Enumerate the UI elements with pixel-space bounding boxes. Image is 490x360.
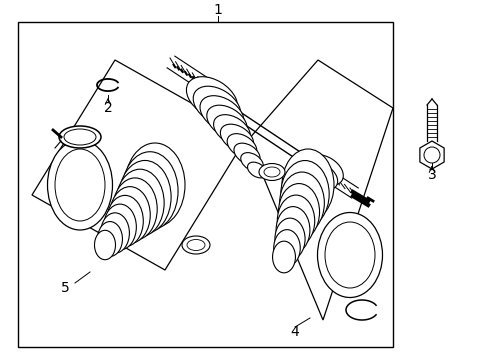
Ellipse shape <box>259 163 285 180</box>
Ellipse shape <box>113 178 157 240</box>
Ellipse shape <box>295 192 315 208</box>
Ellipse shape <box>220 124 254 152</box>
Ellipse shape <box>116 169 164 237</box>
Ellipse shape <box>122 152 178 230</box>
Ellipse shape <box>110 186 150 243</box>
Ellipse shape <box>234 143 260 165</box>
Ellipse shape <box>302 170 332 194</box>
Ellipse shape <box>275 218 305 260</box>
Bar <box>18 22 393 347</box>
Ellipse shape <box>214 115 250 145</box>
Ellipse shape <box>264 167 280 177</box>
Ellipse shape <box>182 236 210 254</box>
Text: 3: 3 <box>428 168 437 182</box>
Ellipse shape <box>241 153 263 171</box>
Ellipse shape <box>307 155 343 185</box>
Ellipse shape <box>100 213 129 253</box>
Ellipse shape <box>325 222 375 288</box>
Ellipse shape <box>119 161 171 234</box>
Ellipse shape <box>278 184 319 240</box>
Ellipse shape <box>247 162 267 178</box>
Ellipse shape <box>193 86 241 126</box>
Ellipse shape <box>64 129 96 145</box>
Ellipse shape <box>186 77 238 119</box>
Ellipse shape <box>282 149 334 221</box>
Text: 4: 4 <box>291 325 299 339</box>
Ellipse shape <box>280 172 324 234</box>
Ellipse shape <box>304 162 338 190</box>
Ellipse shape <box>187 239 205 251</box>
Ellipse shape <box>107 195 143 247</box>
Ellipse shape <box>274 230 300 266</box>
Ellipse shape <box>272 241 295 273</box>
Ellipse shape <box>55 149 105 221</box>
Text: 5: 5 <box>61 281 70 295</box>
Ellipse shape <box>277 195 315 247</box>
Polygon shape <box>420 141 444 169</box>
Ellipse shape <box>293 199 309 213</box>
Ellipse shape <box>318 212 383 297</box>
Ellipse shape <box>48 140 113 230</box>
Ellipse shape <box>227 134 257 158</box>
Ellipse shape <box>300 177 326 199</box>
Ellipse shape <box>200 96 244 132</box>
Ellipse shape <box>281 161 329 228</box>
Ellipse shape <box>207 105 247 139</box>
Ellipse shape <box>95 230 116 260</box>
Ellipse shape <box>276 207 310 253</box>
Ellipse shape <box>59 126 101 148</box>
Text: 1: 1 <box>214 3 222 17</box>
Ellipse shape <box>297 184 321 204</box>
Text: 2: 2 <box>103 101 112 115</box>
Ellipse shape <box>98 221 122 256</box>
Ellipse shape <box>104 204 136 250</box>
Ellipse shape <box>125 143 185 227</box>
